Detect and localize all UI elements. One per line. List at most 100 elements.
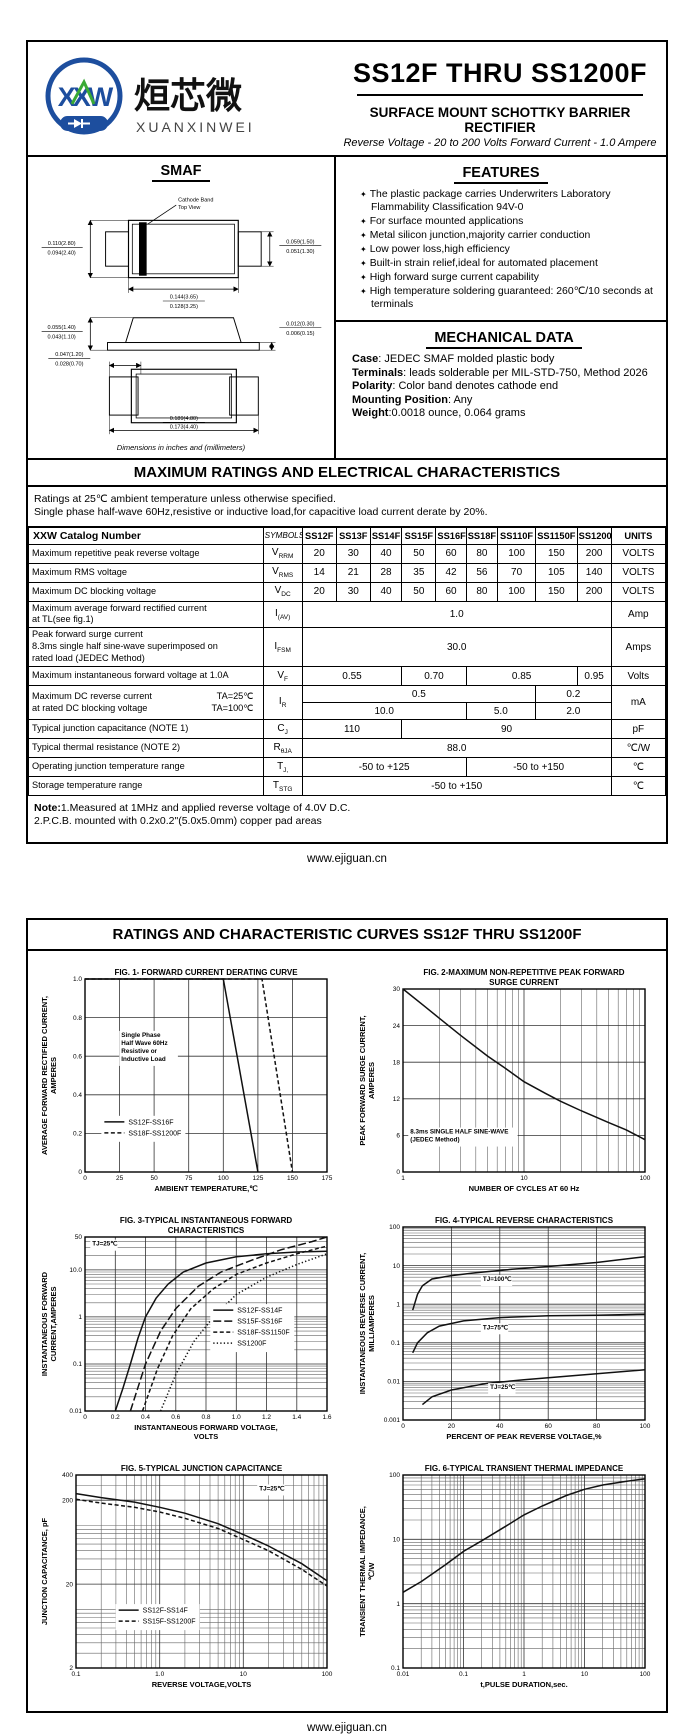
svg-text:400: 400: [62, 1472, 73, 1479]
value-cell: 140: [576, 562, 612, 583]
symbol-cell: CJ: [262, 719, 303, 740]
feature-item: ✦ Low power loss,high efficiency: [360, 244, 510, 255]
svg-text:0.043(1.10): 0.043(1.10): [48, 335, 76, 341]
column-header: SS14F: [369, 526, 403, 545]
svg-text:0.8: 0.8: [201, 1414, 210, 1421]
value-cell: 110: [301, 719, 403, 740]
value-cell: 100: [497, 543, 536, 564]
svg-text:VOLTS: VOLTS: [194, 1432, 218, 1441]
value-cell: 0.5: [301, 685, 537, 704]
bullet-icon: ✦: [360, 231, 367, 240]
datasheet-page-2: RATINGS AND CHARACTERISTIC CURVES SS12F …: [26, 918, 668, 1714]
value-cell: 80: [465, 543, 499, 564]
value-cell: 50: [401, 581, 437, 602]
svg-text:0: 0: [78, 1169, 82, 1176]
svg-text:0.189(4.80): 0.189(4.80): [170, 416, 198, 422]
svg-text:0.128(3.25): 0.128(3.25): [170, 304, 198, 310]
value-cell: 200: [576, 543, 612, 564]
feature-item: ✦ For surface mounted applications: [360, 216, 524, 227]
bullet-icon: ✦: [360, 273, 367, 282]
svg-text:0.4: 0.4: [73, 1092, 82, 1099]
unit-cell: pF: [610, 719, 667, 740]
symbol-cell: VF: [262, 666, 303, 687]
svg-text:FIG. 2-MAXIMUM NON-REPETITIVE: FIG. 2-MAXIMUM NON-REPETITIVE PEAK FORWA…: [423, 968, 624, 977]
svg-text:PEAK FORWARD SURGE CURRENT,: PEAK FORWARD SURGE CURRENT,: [358, 1016, 367, 1146]
unit-cell: Volts: [610, 666, 667, 687]
svg-text:60: 60: [545, 1423, 553, 1430]
svg-text:0.1: 0.1: [459, 1671, 468, 1678]
value-cell: 88.0: [301, 738, 612, 759]
fig2-peak-forward-surge-current-chart: 1 10 100 0 6 12 18 24 30 8.3ms SINGLE HALF SINE-W…: [355, 963, 657, 1207]
svg-text:℃/W: ℃/W: [367, 1562, 376, 1581]
value-cell: 40: [369, 581, 403, 602]
feature-item: ✦ Built-in strain relief,ideal for automa…: [360, 258, 598, 269]
svg-text:1: 1: [401, 1175, 405, 1182]
svg-text:1.2: 1.2: [262, 1414, 271, 1421]
svg-text:10: 10: [393, 1263, 401, 1270]
svg-text:30: 30: [393, 986, 401, 993]
svg-text:AVERAGE FORWARD RECTIFIED CURR: AVERAGE FORWARD RECTIFIED CURRENT,: [40, 996, 49, 1155]
column-header: SS15F: [401, 526, 437, 545]
value-cell: 90: [401, 719, 612, 740]
value-cell: -50 to +125: [301, 757, 467, 778]
note-line: 2.P.C.B. mounted with 0.2x0.2"(5.0x5.0mm…: [34, 815, 322, 828]
svg-text:FIG. 1- FORWARD CURRENT DERATI: FIG. 1- FORWARD CURRENT DERATING CURVE: [114, 968, 298, 977]
cathode-band-label: Cathode Band: [178, 197, 213, 203]
condition-line: Single phase half-wave 60Hz,resistive or…: [34, 506, 488, 518]
fig5-typical-junction-capacitance-chart: 0.1 1.0 10 100 2 20 200 400 SS12F-SS14F SS15F-SS1…: [37, 1459, 339, 1703]
svg-text:0.012(0.30): 0.012(0.30): [286, 321, 314, 327]
package-caption: Dimensions in inches and (millimeters): [116, 443, 246, 452]
ratings-conditions: Ratings at 25℃ ambient temperature unles…: [28, 487, 666, 527]
svg-text:FIG. 5-TYPICAL JUNCTION CAPACI: FIG. 5-TYPICAL JUNCTION CAPACITANCE: [121, 1464, 283, 1473]
svg-text:1: 1: [78, 1314, 82, 1321]
bullet-icon: ✦: [360, 259, 367, 268]
svg-text:Single Phase: Single Phase: [121, 1032, 161, 1039]
symbol-cell: IFSM: [262, 627, 303, 668]
package-outline-section: SMAF Cathode Band Top View: [28, 157, 336, 458]
svg-text:0.144(3.65): 0.144(3.65): [170, 295, 198, 301]
symbol-cell: RθJA: [262, 738, 303, 759]
svg-text:200: 200: [62, 1498, 73, 1505]
table-row: Maximum instantaneous forward voltage at…: [28, 666, 667, 687]
table-row: Typical thermal resistance (NOTE 2) RθJA 8…: [28, 738, 667, 759]
svg-text:SS15F-SS16F: SS15F-SS16F: [237, 1319, 282, 1326]
value-cell: 56: [465, 562, 499, 583]
svg-text:Half Wave 60Hz: Half Wave 60Hz: [121, 1040, 167, 1047]
value-cell: 40: [369, 543, 403, 564]
svg-text:0.001: 0.001: [384, 1417, 401, 1424]
logo-en-name: XUANXINWEI: [136, 119, 255, 135]
table-row: Maximum DC reverse current TA=25℃ at rated…: [28, 685, 667, 721]
svg-text:1.0: 1.0: [232, 1414, 241, 1421]
charts-grid: 0 25 50 75 100 125 150 175 0 0.2 0.4 0.6 0.8 1.0 SS12F…: [28, 951, 666, 1711]
table-row: 10.0 5.0 2.0: [29, 702, 666, 721]
feature-item: ✦ High temperature soldering guaranteed: …: [360, 286, 653, 310]
parameter-cell: Maximum instantaneous forward voltage at…: [28, 666, 264, 687]
page1-footer-url: www.ejiguan.cn: [307, 853, 387, 866]
svg-text:50: 50: [75, 1234, 83, 1241]
value-cell: 0.2: [535, 685, 612, 704]
title-block: SS12F THRU SS1200F SURFACE MOUNT SCHOTTK…: [334, 42, 666, 155]
svg-text:10: 10: [393, 1537, 401, 1544]
value-cell: 0.70: [401, 666, 467, 687]
svg-text:0.6: 0.6: [171, 1414, 180, 1421]
svg-text:1: 1: [522, 1671, 526, 1678]
svg-text:0.047(1.20): 0.047(1.20): [55, 352, 83, 358]
svg-text:TJ=100℃: TJ=100℃: [483, 1276, 512, 1283]
svg-text:1.0: 1.0: [155, 1671, 164, 1678]
column-header: SYMBOLS: [262, 526, 303, 545]
svg-text:8.3ms SINGLE HALF SINE-WAVE: 8.3ms SINGLE HALF SINE-WAVE: [410, 1129, 508, 1136]
svg-text:0: 0: [83, 1414, 87, 1421]
table-row: Storage temperature range TSTG -50 to +150…: [28, 776, 667, 797]
svg-text:125: 125: [252, 1175, 263, 1182]
svg-text:0.2: 0.2: [73, 1131, 82, 1138]
symbol-cell: TSTG: [262, 776, 303, 797]
svg-text:10: 10: [240, 1671, 248, 1678]
symbol-cell: VRMS: [262, 562, 303, 583]
svg-text:24: 24: [393, 1023, 401, 1030]
value-cell: 10.0: [301, 702, 467, 721]
svg-text:100: 100: [640, 1175, 651, 1182]
svg-text:0.173(4.40): 0.173(4.40): [170, 424, 198, 430]
svg-text:10.0: 10.0: [69, 1267, 82, 1274]
svg-text:t,PULSE DURATION,sec.: t,PULSE DURATION,sec.: [480, 1680, 567, 1689]
note-line: Note:1.Measured at 1MHz and applied reve…: [34, 802, 351, 815]
